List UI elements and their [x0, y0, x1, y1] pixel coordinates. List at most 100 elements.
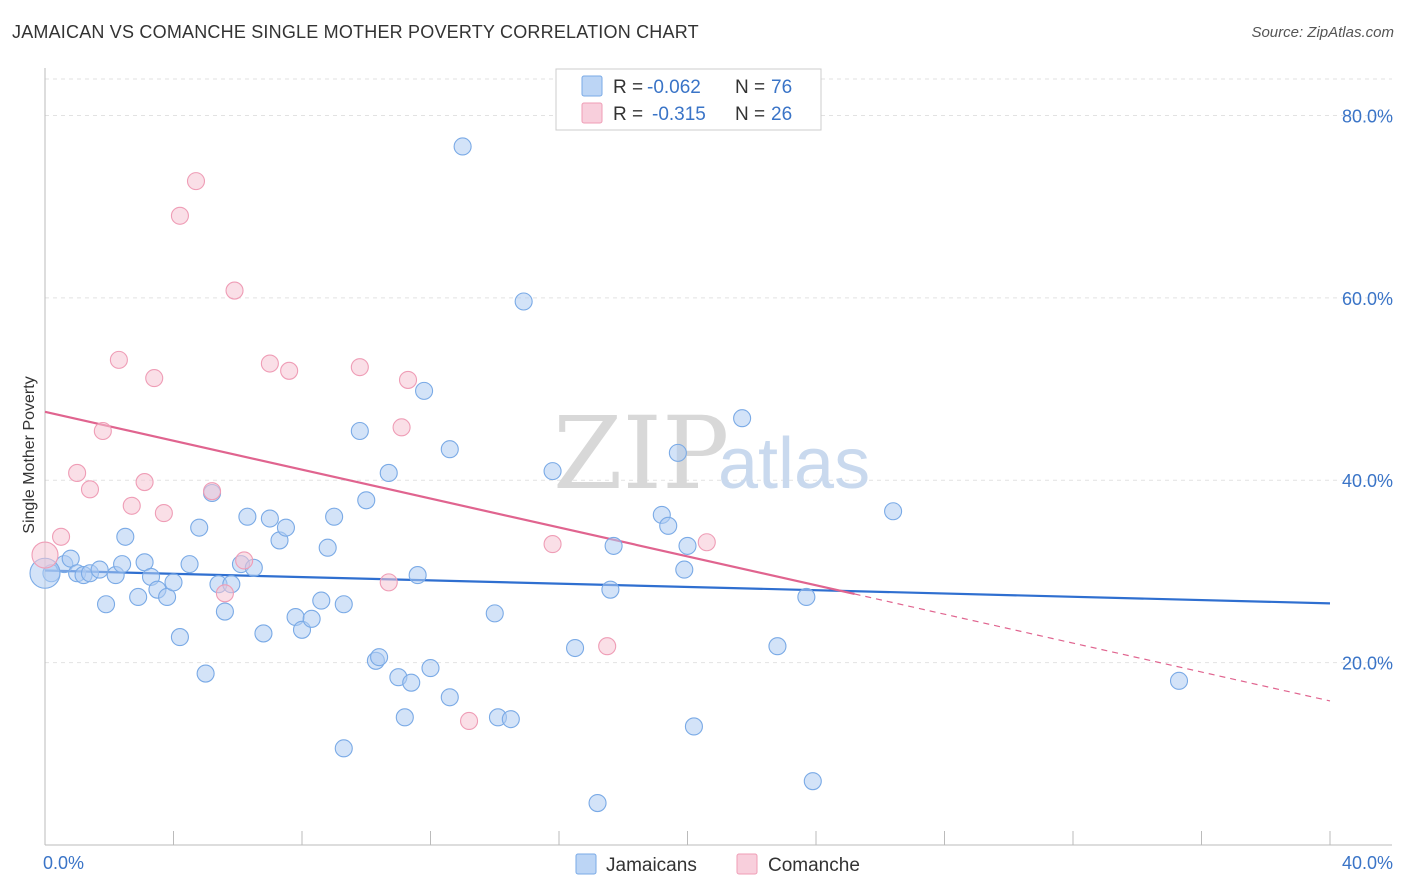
- jamaicans-point: [415, 381, 434, 400]
- legend-r-value-1: -0.062: [647, 77, 701, 98]
- jamaicans-point: [170, 628, 189, 647]
- jamaicans-point: [312, 591, 331, 610]
- comanche-point: [31, 541, 59, 569]
- comanche-point: [93, 421, 112, 441]
- legend-n-label-2: N =: [735, 104, 765, 125]
- jamaicans-point: [453, 137, 472, 156]
- jamaicans-point: [302, 609, 321, 628]
- y-axis-title: Single Mother Poverty: [21, 376, 38, 533]
- jamaicans-point: [421, 659, 440, 678]
- jamaicans-point: [678, 536, 697, 555]
- jamaicans-point: [334, 595, 353, 614]
- legend-n-label-1: N =: [735, 77, 765, 98]
- jamaicans-point: [90, 560, 109, 579]
- jamaicans-point: [440, 440, 459, 459]
- jamaicans-point: [501, 710, 520, 729]
- chart-title: JAMAICAN VS COMANCHE SINGLE MOTHER POVER…: [12, 22, 699, 42]
- watermark-zip: ZIP: [553, 395, 729, 512]
- jamaicans-point: [485, 604, 504, 623]
- jamaicans-point: [260, 509, 279, 528]
- comanche-point: [80, 480, 100, 499]
- legend-r-label-2: R =: [613, 104, 643, 125]
- jamaicans-point: [803, 772, 822, 791]
- comanche-point: [215, 584, 234, 603]
- jamaicans-point: [402, 673, 421, 692]
- jamaicans-point: [797, 587, 816, 607]
- jamaicans-point: [588, 794, 607, 813]
- jamaicans-point: [334, 739, 353, 758]
- jamaicans-point: [1169, 671, 1189, 690]
- bottom-legend-swatch-jamaicans: [575, 853, 597, 875]
- legend-r-value-2: -0.315: [652, 104, 706, 125]
- jamaicans-point: [357, 491, 376, 510]
- jamaicans-point: [238, 507, 257, 526]
- jamaicans-trend-line: [44, 569, 1331, 605]
- jamaicans-point: [668, 443, 687, 462]
- jamaicans-point: [180, 555, 199, 574]
- jamaicans-point: [601, 580, 620, 599]
- axes: [44, 68, 1392, 846]
- comanche-point: [260, 354, 279, 373]
- jamaicans-point: [96, 595, 116, 614]
- comanche-point: [122, 496, 141, 515]
- jamaicans-point: [190, 518, 209, 537]
- comanche-point: [350, 358, 369, 377]
- source-label: Source: ZipAtlas.com: [1251, 24, 1394, 41]
- jamaicans-point: [604, 536, 623, 555]
- jamaicans-point: [395, 708, 414, 727]
- legend-n-value-2: 26: [771, 104, 792, 125]
- comanche-point: [379, 573, 398, 592]
- legend-swatch-jamaicans: [581, 75, 603, 97]
- jamaicans-point: [659, 516, 678, 535]
- comanche-point: [392, 418, 411, 437]
- bottom-legend-label-jamaicans: Jamaicans: [606, 855, 697, 876]
- x-tick-label-max: 40.0%: [1342, 853, 1393, 873]
- jamaicans-point: [514, 292, 533, 311]
- x-tick-label-min: 0.0%: [43, 853, 84, 873]
- jamaicans-point: [408, 566, 427, 585]
- jamaicans-point: [164, 573, 183, 592]
- comanche-point: [280, 361, 299, 380]
- comanche-point: [235, 551, 254, 570]
- watermark-atlas: atlas: [718, 424, 870, 504]
- bottom-legend: Jamaicans Comanche: [575, 853, 860, 876]
- jamaicans-point: [113, 555, 132, 574]
- x-tick-labels: 0.0% 40.0%: [43, 853, 1393, 873]
- legend-r-label-1: R =: [613, 77, 643, 98]
- y-tick-labels: 20.0% 40.0% 60.0% 80.0%: [1342, 106, 1393, 673]
- comanche-point: [145, 369, 164, 388]
- jamaicans-point: [768, 637, 787, 656]
- jamaicans-point: [379, 463, 398, 482]
- y-tick-label: 60.0%: [1342, 289, 1393, 309]
- comanche-point: [598, 637, 617, 656]
- jamaicans-point: [884, 502, 903, 521]
- jamaicans-point: [566, 638, 585, 658]
- jamaicans-point: [129, 587, 148, 607]
- jamaicans-point: [733, 409, 752, 428]
- jamaicans-point: [350, 421, 369, 441]
- bottom-legend-swatch-comanche: [736, 853, 758, 875]
- jamaicans-point: [254, 624, 273, 643]
- legend-n-value-1: 76: [771, 77, 792, 98]
- comanche-point: [52, 527, 71, 546]
- jamaicans-point: [684, 717, 703, 736]
- jamaicans-point: [675, 560, 694, 579]
- jamaicans-point: [370, 648, 389, 667]
- comanche-point: [225, 281, 244, 300]
- data-points: [29, 137, 1189, 813]
- comanche-point: [170, 206, 189, 225]
- watermark: ZIP atlas: [553, 395, 870, 512]
- comanche-trend-line-extension: [854, 593, 1331, 702]
- comanche-point: [459, 711, 479, 731]
- y-tick-label: 20.0%: [1342, 654, 1393, 674]
- y-tick-label: 40.0%: [1342, 471, 1393, 491]
- legend-swatch-comanche: [581, 102, 603, 124]
- jamaicans-point: [318, 538, 337, 557]
- jamaicans-point: [543, 462, 562, 481]
- comanche-point: [135, 473, 154, 492]
- comanche-point: [398, 370, 418, 389]
- comanche-point: [154, 504, 173, 523]
- jamaicans-point: [276, 518, 295, 537]
- legend: R = -0.062 N = 76 R = -0.315 N = 26: [555, 68, 822, 131]
